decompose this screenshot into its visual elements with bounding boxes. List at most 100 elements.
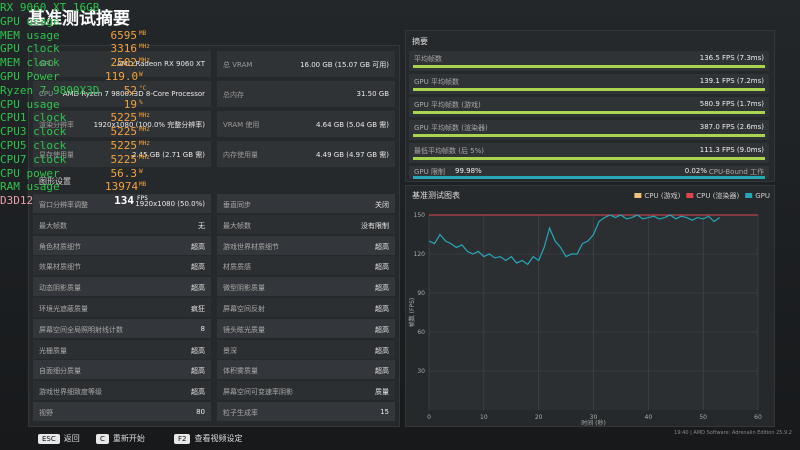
summary-bar <box>413 157 765 160</box>
osd-value: 6595 <box>110 28 138 42</box>
setting-row: 光栅质量 超高 <box>33 339 211 359</box>
setting-value: 超高 <box>375 367 389 376</box>
y-tick-label: 30 <box>417 368 425 375</box>
osd-value: 134 <box>114 194 134 208</box>
summary-value: 580.9 FPS (1.7ms) <box>699 100 764 108</box>
osd-value: 5225 <box>110 139 138 152</box>
setting-label: 角色材质细节 <box>39 242 81 251</box>
bound-row: GPU 限制 99.98% 0.02% CPU-Bound 工作 <box>409 166 769 179</box>
summary-label: 平均帧数 <box>414 55 442 63</box>
x-tick-label: 40 <box>645 414 653 421</box>
page-title: 基准测试摘要 <box>28 9 130 29</box>
setting-label: 体积雾质量 <box>223 367 258 376</box>
setting-label: 游戏世界材质细节 <box>223 242 279 251</box>
info-value: AMD Radeon RX 9060 XT <box>116 60 205 68</box>
setting-value: 关闭 <box>375 201 389 209</box>
setting-row: 镜头眩光质量 超高 <box>217 318 395 338</box>
summary-value: 139.1 FPS (7.2ms) <box>699 77 764 85</box>
setting-value: 超高 <box>191 346 205 355</box>
summary-bar <box>413 65 765 68</box>
setting-value: 疯狂 <box>191 305 205 313</box>
setting-label: 效果材质细节 <box>39 263 81 272</box>
summary-label: GPU 平均帧数 <box>414 78 459 86</box>
summary-row: GPU 平均帧数 139.1 FPS (7.2ms) <box>409 74 769 94</box>
summary-title: 摘要 <box>412 37 428 46</box>
info-label: 内存使用量 <box>223 151 258 159</box>
setting-row: 视野 80 <box>33 402 211 421</box>
info-row: 总内存 31.50 GB <box>217 81 395 107</box>
osd-label: GPU clock <box>0 42 60 56</box>
setting-value: 超高 <box>191 263 205 272</box>
setting-label: 材质质感 <box>223 263 251 272</box>
setting-value: 1920x1080 (50.0%) <box>135 200 205 208</box>
osd-unit: MHz <box>139 57 150 65</box>
info-label: VRAM 使用 <box>223 121 260 129</box>
setting-label: 景深 <box>223 346 237 355</box>
osd-label: RX 9060 XT 16GB <box>0 1 100 14</box>
setting-row: 最大帧数 没有限制 <box>217 214 395 234</box>
setting-value: 超高 <box>191 388 205 397</box>
y-tick-label: 120 <box>414 251 426 258</box>
setting-value: 超高 <box>375 325 389 334</box>
setting-row: 屏幕空间全局照明射线计数 8 <box>33 318 211 338</box>
summary-row: GPU 平均帧数 (游戏) 580.9 FPS (1.7ms) <box>409 97 769 117</box>
settings-title: 图形设置 <box>39 177 71 186</box>
y-tick-label: 90 <box>417 290 425 297</box>
setting-row: 效果材质细节 超高 <box>33 256 211 276</box>
osd-value: 5225 <box>110 111 138 125</box>
info-row: 渲染分辨率 1920x1080 (100.0% 完整分辨率) <box>33 111 211 137</box>
setting-row: 环境光遮蔽质量 疯狂 <box>33 298 211 317</box>
info-value: 1920x1080 (100.0% 完整分辨率) <box>93 121 205 129</box>
setting-label: 最大帧数 <box>223 221 251 230</box>
left-panel: GPU AMD Radeon RX 9060 XT 总 VRAM 16.00 GB (… <box>28 45 400 427</box>
setting-label: 动态阴影质量 <box>39 284 81 293</box>
setting-row: 屏幕空间可变速率阴影 质量 <box>217 381 395 401</box>
osd-label: D3D12 <box>0 194 34 208</box>
info-value: 4.49 GB (4.97 GB 需) <box>316 151 389 159</box>
setting-label: 屏幕空间反射 <box>223 305 265 313</box>
summary-bar <box>413 88 765 91</box>
setting-row: 材质质感 超高 <box>217 256 395 276</box>
osd-unit: MB <box>139 29 147 37</box>
chart-title: 基准测试图表 <box>412 190 460 200</box>
key-hint[interactable]: ESC 返回 <box>38 433 80 444</box>
osd-unit: MHz <box>139 43 150 51</box>
summary-value: 111.3 FPS (9.0ms) <box>699 146 764 154</box>
setting-row: 粒子生成率 15 <box>217 402 395 421</box>
info-label: 总 VRAM <box>223 61 253 69</box>
osd-value: 52 <box>123 83 137 97</box>
setting-label: 垂直同步 <box>223 201 251 209</box>
osd-unit: W <box>139 71 143 78</box>
x-tick-label: 60 <box>754 414 762 421</box>
gpu-line <box>428 214 720 266</box>
summary-panel: 摘要 平均帧数 136.5 FPS (7.3ms) GPU 平均帧数 139.1 FPS… <box>405 30 775 182</box>
key-label: 查看视频设定 <box>194 434 243 443</box>
osd-unit: W <box>139 167 143 175</box>
info-row: 内存使用量 4.49 GB (4.97 GB 需) <box>217 141 395 167</box>
setting-row: 景深 超高 <box>217 339 395 359</box>
setting-row: 游戏世界材质细节 超高 <box>217 235 395 255</box>
setting-row: 微型阴影质量 超高 <box>217 277 395 297</box>
key-cap: F2 <box>174 433 191 444</box>
bound-gpu: 99.98% <box>455 167 482 175</box>
setting-row: 最大帧数 无 <box>33 214 211 234</box>
x-tick-label: 30 <box>590 414 598 421</box>
setting-row: 游戏世界细致度等级 超高 <box>33 381 211 401</box>
key-hint[interactable]: F2 查看视频设定 <box>174 433 242 444</box>
summary-row: GPU 平均帧数 (渲染器) 387.0 FPS (2.6ms) <box>409 120 769 140</box>
osd-value: 3316 <box>110 42 138 56</box>
key-hint[interactable]: C 重新开始 <box>96 433 145 444</box>
info-value: AMD Ryzen 7 9800X3D 8-Core Processor <box>62 90 205 98</box>
setting-row: 角色材质细节 超高 <box>33 235 211 255</box>
osd-value: 56.3 <box>110 166 138 180</box>
osd-value: 5225 <box>110 152 138 166</box>
bound-cpu: 0.02% <box>684 167 707 175</box>
setting-label: 视野 <box>39 409 53 417</box>
setting-value: 超高 <box>191 367 205 376</box>
setting-row: 自面细分质量 超高 <box>33 360 211 380</box>
setting-value: 8 <box>200 324 205 333</box>
setting-value: 80 <box>196 408 205 416</box>
setting-value: 质量 <box>375 388 389 397</box>
